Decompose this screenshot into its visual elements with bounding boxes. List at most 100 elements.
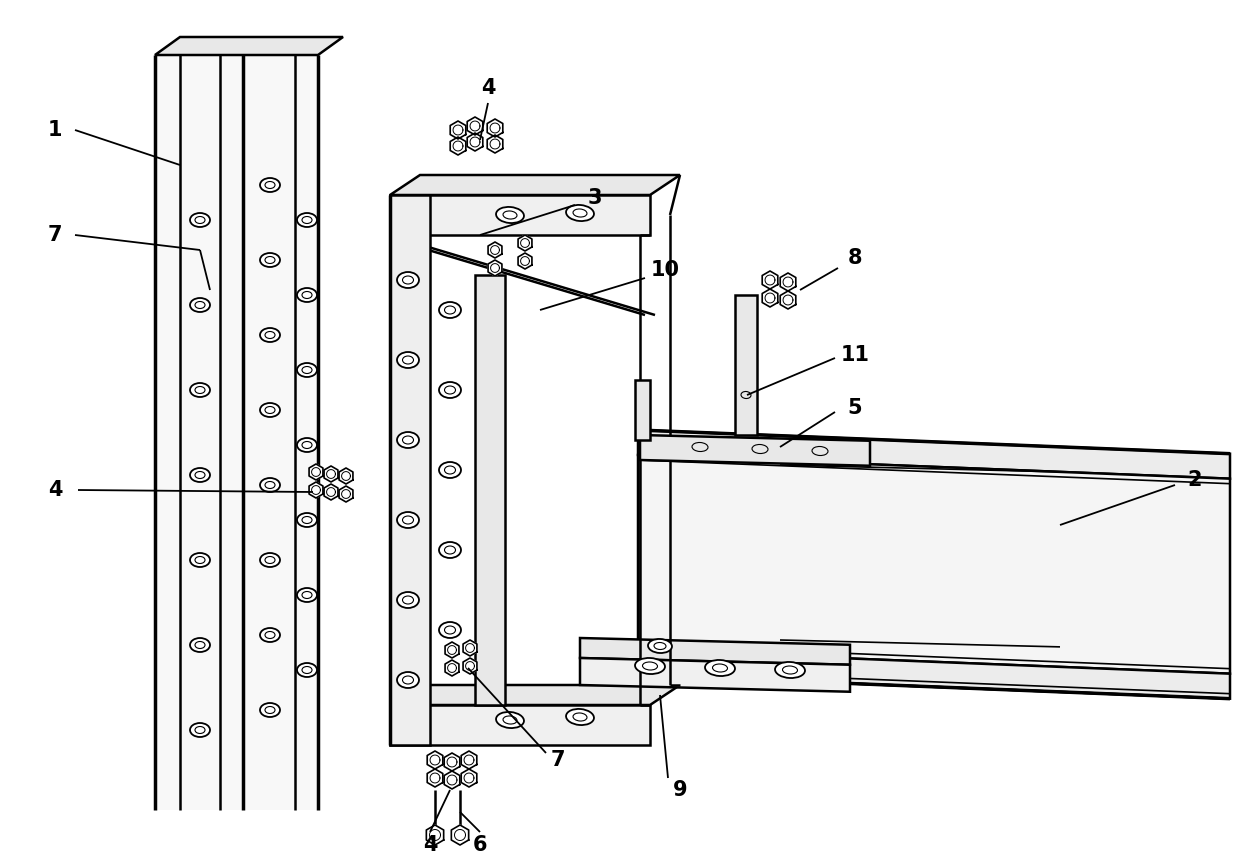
Ellipse shape: [705, 660, 735, 676]
Polygon shape: [445, 660, 458, 676]
Ellipse shape: [260, 478, 280, 492]
Text: 2: 2: [1188, 470, 1202, 490]
Ellipse shape: [439, 462, 461, 478]
Ellipse shape: [776, 662, 805, 678]
Ellipse shape: [297, 213, 317, 227]
Polygon shape: [487, 119, 503, 137]
Polygon shape: [518, 253, 532, 269]
Polygon shape: [488, 242, 502, 258]
Ellipse shape: [260, 253, 280, 267]
Ellipse shape: [439, 622, 461, 638]
Text: 6: 6: [473, 835, 487, 855]
Ellipse shape: [804, 442, 836, 460]
Polygon shape: [339, 468, 353, 484]
Polygon shape: [762, 289, 778, 307]
Text: 9: 9: [673, 780, 688, 800]
Polygon shape: [426, 825, 444, 845]
Ellipse shape: [396, 592, 419, 608]
Ellipse shape: [297, 663, 317, 677]
Ellipse shape: [190, 298, 209, 312]
Ellipse shape: [439, 382, 461, 398]
Polygon shape: [325, 466, 338, 482]
Polygon shape: [309, 482, 323, 498]
Polygon shape: [309, 464, 323, 480]
Ellipse shape: [648, 639, 672, 653]
Text: 7: 7: [48, 225, 62, 245]
Ellipse shape: [636, 658, 665, 674]
Text: 5: 5: [847, 398, 862, 418]
Ellipse shape: [297, 588, 317, 602]
Ellipse shape: [736, 388, 756, 402]
Polygon shape: [781, 273, 795, 291]
Ellipse shape: [496, 712, 524, 728]
Ellipse shape: [297, 438, 317, 452]
Ellipse shape: [684, 438, 716, 456]
Polygon shape: [155, 37, 343, 55]
Ellipse shape: [297, 513, 317, 527]
Polygon shape: [445, 642, 458, 658]
Ellipse shape: [566, 205, 593, 221]
Text: 11: 11: [840, 345, 870, 365]
Polygon shape: [641, 435, 870, 466]
Polygon shape: [463, 658, 477, 674]
Ellipse shape: [496, 207, 524, 223]
Text: 4: 4: [481, 78, 496, 98]
Polygon shape: [155, 55, 318, 810]
Polygon shape: [580, 638, 850, 665]
Ellipse shape: [190, 383, 209, 397]
Text: 4: 4: [48, 480, 62, 500]
Ellipse shape: [260, 328, 280, 342]
Polygon shape: [488, 260, 502, 276]
Polygon shape: [463, 640, 477, 656]
Text: 8: 8: [847, 248, 862, 268]
Polygon shape: [445, 771, 460, 789]
Ellipse shape: [190, 638, 209, 652]
Ellipse shape: [260, 553, 280, 567]
Polygon shape: [427, 751, 442, 769]
Polygon shape: [467, 117, 483, 135]
Ellipse shape: [439, 302, 461, 318]
Text: 1: 1: [48, 120, 62, 140]
Polygon shape: [390, 175, 680, 195]
Text: 4: 4: [422, 835, 437, 855]
Polygon shape: [427, 769, 442, 787]
Ellipse shape: [439, 542, 461, 558]
Ellipse shape: [566, 709, 593, 725]
Ellipse shape: [260, 703, 280, 717]
Ellipse shape: [260, 628, 280, 642]
Polygon shape: [638, 650, 1230, 698]
Polygon shape: [467, 133, 483, 151]
Polygon shape: [390, 195, 430, 745]
Polygon shape: [638, 430, 1230, 479]
Ellipse shape: [260, 178, 280, 192]
Polygon shape: [450, 137, 466, 155]
Polygon shape: [762, 271, 778, 289]
Ellipse shape: [260, 403, 280, 417]
Polygon shape: [390, 685, 680, 705]
Polygon shape: [450, 121, 466, 139]
Polygon shape: [638, 455, 1230, 674]
Ellipse shape: [190, 553, 209, 567]
Polygon shape: [518, 235, 532, 251]
Ellipse shape: [396, 352, 419, 368]
Polygon shape: [461, 769, 477, 787]
Ellipse shape: [396, 512, 419, 528]
Polygon shape: [636, 380, 650, 440]
Polygon shape: [475, 275, 506, 705]
Ellipse shape: [743, 440, 776, 458]
Ellipse shape: [190, 723, 209, 737]
Polygon shape: [580, 658, 850, 692]
Text: 3: 3: [587, 188, 602, 208]
Ellipse shape: [396, 672, 419, 688]
Ellipse shape: [297, 363, 317, 377]
Ellipse shape: [396, 272, 419, 288]
Polygon shape: [735, 295, 757, 435]
Polygon shape: [325, 484, 338, 500]
Ellipse shape: [190, 468, 209, 482]
Polygon shape: [451, 825, 468, 845]
Polygon shape: [390, 705, 650, 745]
Polygon shape: [781, 291, 795, 309]
Ellipse shape: [396, 432, 419, 448]
Ellipse shape: [297, 288, 317, 302]
Polygon shape: [445, 753, 460, 771]
